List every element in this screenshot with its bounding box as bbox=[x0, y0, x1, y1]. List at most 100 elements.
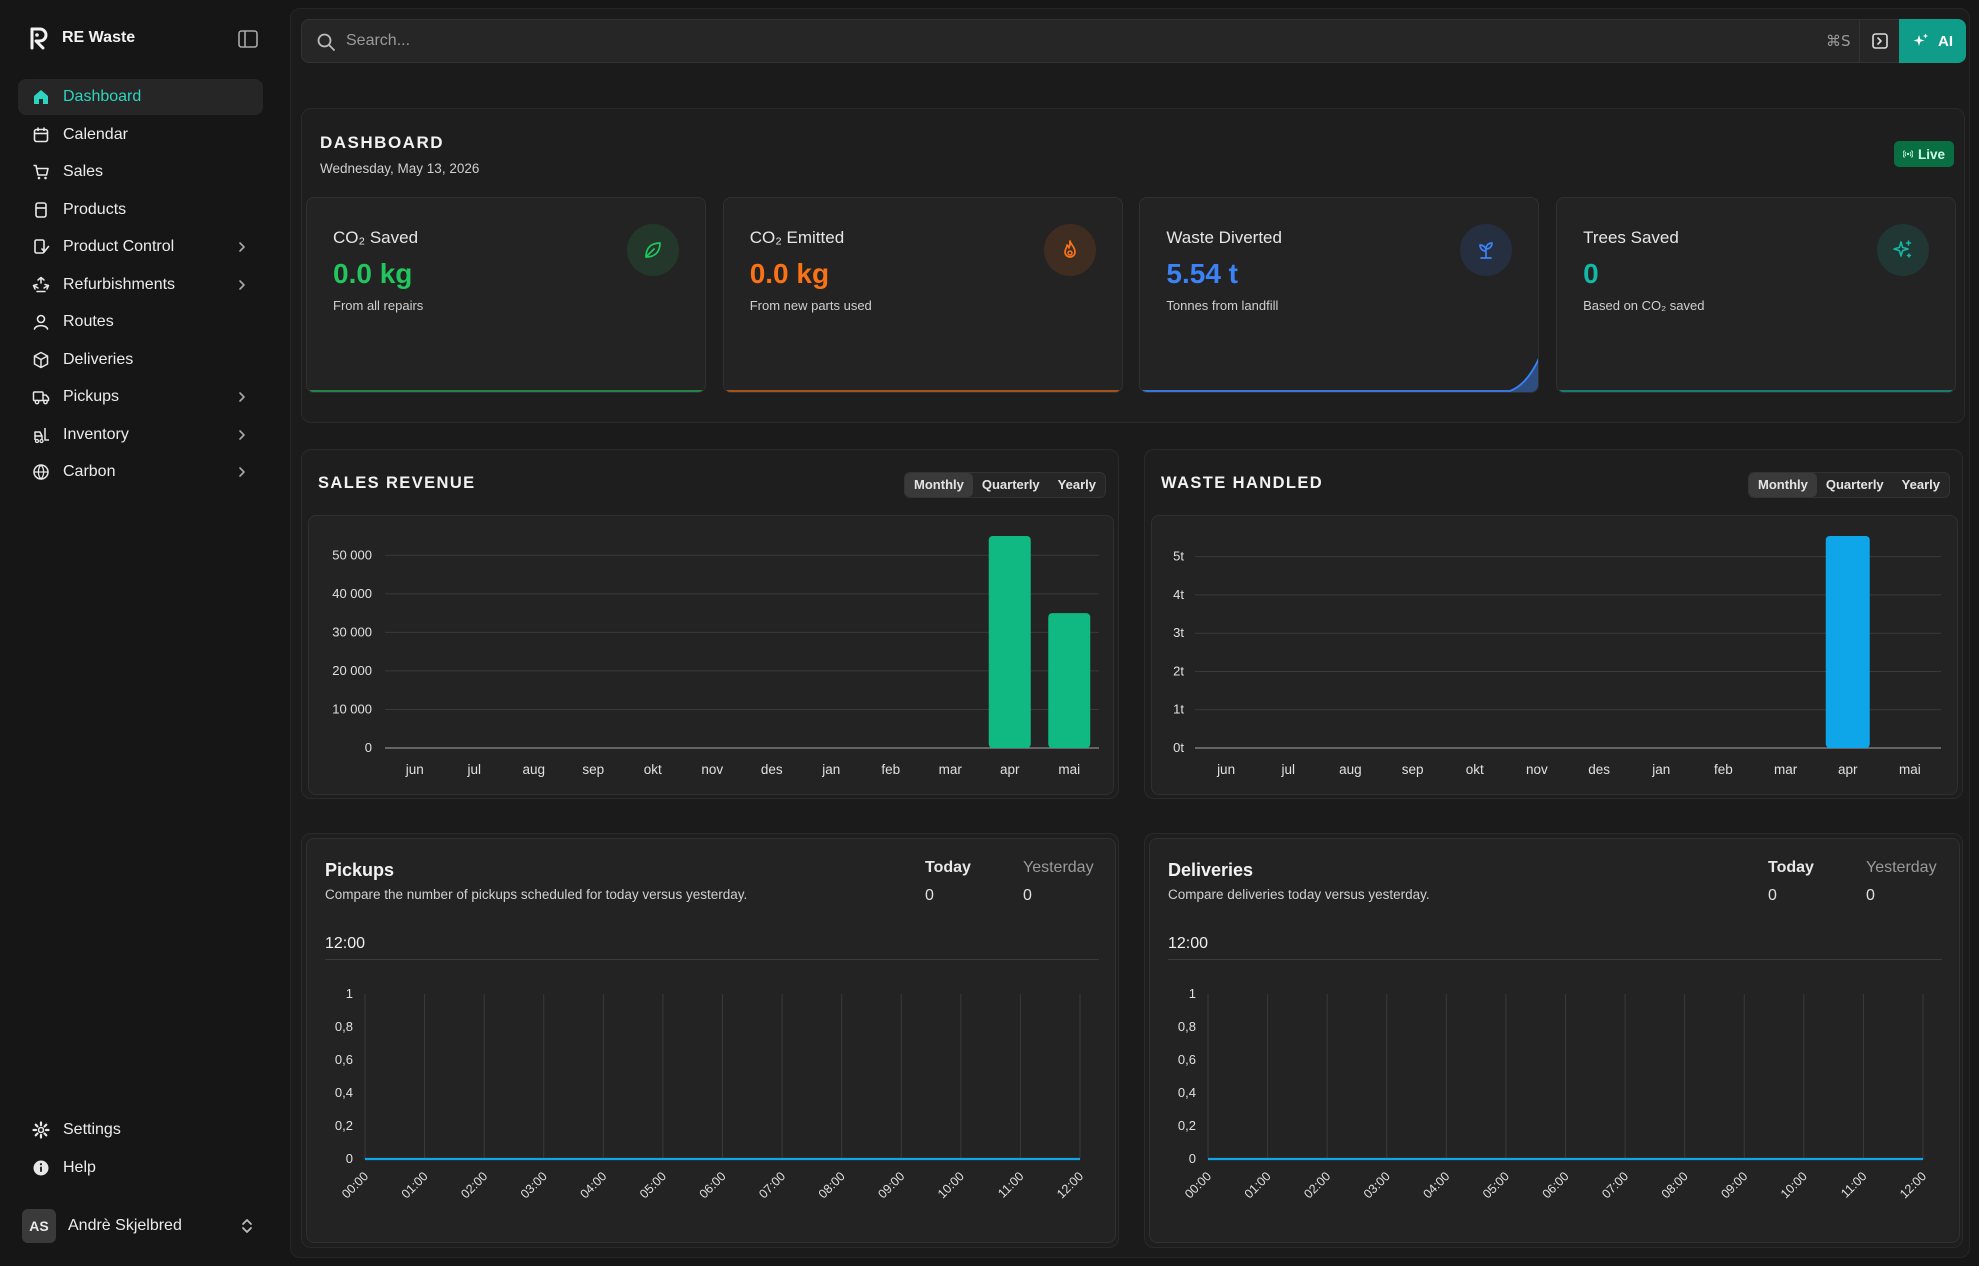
sidebar-item-product-control[interactable]: Product Control bbox=[18, 229, 263, 265]
x-tick-label: 08:00 bbox=[816, 1169, 848, 1201]
period-quarterly-button[interactable]: Quarterly bbox=[981, 477, 1040, 492]
x-tick-label: 09:00 bbox=[1718, 1169, 1750, 1201]
live-label: Live bbox=[1917, 146, 1945, 162]
chevron-right-icon bbox=[239, 279, 245, 290]
x-tick-label: feb bbox=[1714, 762, 1733, 777]
x-tick-label: 05:00 bbox=[637, 1169, 669, 1201]
x-tick-label: apr bbox=[1838, 762, 1858, 777]
x-tick-label: 10:00 bbox=[935, 1169, 967, 1201]
page-title: DASHBOARD bbox=[320, 133, 444, 152]
stat-label: Trees Saved bbox=[1583, 228, 1679, 247]
sidebar-item-calendar[interactable]: Calendar bbox=[18, 117, 263, 153]
dashboard-section: DASHBOARD Wednesday, May 13, 2026 Live C… bbox=[301, 108, 1965, 423]
deliveries-today: Today 0 bbox=[1768, 859, 1814, 905]
yesterday-label: Yesterday bbox=[1023, 859, 1094, 876]
y-tick-label: 3t bbox=[1173, 625, 1184, 640]
sidebar-item-help[interactable]: Help bbox=[18, 1150, 263, 1186]
sidebar-item-pickups[interactable]: Pickups bbox=[18, 379, 263, 415]
sidebar-item-routes[interactable]: Routes bbox=[18, 304, 263, 340]
x-tick-label: 07:00 bbox=[756, 1169, 788, 1201]
stat-subtitle: From new parts used bbox=[749, 298, 872, 313]
y-tick-label: 0 bbox=[365, 740, 372, 755]
y-tick-label: 4t bbox=[1173, 587, 1184, 602]
user-name: Andrè Skjelbred bbox=[68, 1217, 182, 1234]
pickups-title: Pickups bbox=[325, 860, 395, 880]
today-value: 0 bbox=[925, 887, 934, 904]
sidebar-item-dashboard[interactable]: Dashboard bbox=[18, 79, 263, 115]
stat-value: 5.54 t bbox=[1166, 258, 1238, 289]
leaf-icon bbox=[627, 224, 679, 276]
y-tick-label: 30 000 bbox=[332, 624, 372, 639]
period-quarterly-button[interactable]: Quarterly bbox=[1825, 477, 1884, 492]
chevrons-up-down-icon bbox=[242, 1219, 252, 1233]
stat-label: CO₂ Saved bbox=[333, 228, 419, 247]
stat-subtitle: Tonnes from landfill bbox=[1166, 298, 1279, 313]
sidebar-item-refurbishments[interactable]: Refurbishments bbox=[18, 267, 263, 303]
pickups-yesterday: Yesterday 0 bbox=[1023, 859, 1094, 905]
x-tick-label: 10:00 bbox=[1778, 1169, 1810, 1201]
sidebar-item-products[interactable]: Products bbox=[18, 192, 263, 228]
stat-sparkline bbox=[1140, 358, 1539, 392]
search-icon bbox=[317, 33, 335, 51]
sidebar-item-carbon[interactable]: Carbon bbox=[18, 454, 263, 490]
x-tick-label: mai bbox=[1899, 762, 1921, 777]
deliveries-panel: Deliveries Compare deliveries today vers… bbox=[1149, 838, 1960, 1243]
y-tick-label: 1t bbox=[1173, 702, 1184, 717]
stat-subtitle: From all repairs bbox=[333, 298, 424, 313]
sales-revenue-svg: 0 10 000 20 000 30 000 40 000 50 000 jun jul aug… bbox=[332, 536, 1099, 777]
period-yearly-button[interactable]: Yearly bbox=[1901, 477, 1940, 492]
x-tick-label: 04:00 bbox=[1420, 1169, 1452, 1201]
stat-sparkline bbox=[1557, 390, 1956, 392]
terminal-button[interactable] bbox=[1859, 20, 1899, 62]
x-tick-label: 08:00 bbox=[1659, 1169, 1691, 1201]
period-monthly-button[interactable]: Monthly bbox=[1749, 473, 1817, 497]
divider bbox=[1168, 959, 1942, 960]
stat-value: 0.0 kg bbox=[333, 258, 413, 289]
x-tick-label: 03:00 bbox=[518, 1169, 550, 1201]
period-monthly-button[interactable]: Monthly bbox=[905, 473, 973, 497]
waste-handled-title: WASTE HANDLED bbox=[1161, 474, 1324, 492]
user-menu[interactable]: AS Andrè Skjelbred bbox=[22, 1208, 254, 1244]
sidebar-item-settings[interactable]: Settings bbox=[18, 1112, 263, 1148]
sales-revenue-card: SALES REVENUE Monthly Quarterly Yearly 0 10… bbox=[301, 449, 1119, 799]
sidebar-item-inventory[interactable]: Inventory bbox=[18, 417, 263, 453]
time-label: 12:00 bbox=[325, 935, 366, 952]
y-tick-label: 0,8 bbox=[335, 1019, 353, 1034]
stat-card-co-emitted: CO₂ Emitted 0.0 kg From new parts used bbox=[722, 197, 1123, 393]
globe-icon bbox=[33, 464, 49, 480]
x-tick-label: 07:00 bbox=[1599, 1169, 1631, 1201]
chevron-right-icon bbox=[239, 467, 245, 477]
sidebar-item-label: Calendar bbox=[63, 125, 128, 143]
y-tick-label: 40 000 bbox=[332, 586, 372, 601]
search-input[interactable] bbox=[346, 28, 1646, 54]
y-tick-label: 0,2 bbox=[1178, 1118, 1196, 1133]
main-content: ⌘S AI DASHBOARD Wednesday, May 13, 2026 bbox=[290, 8, 1970, 1258]
period-yearly-button[interactable]: Yearly bbox=[1057, 477, 1096, 492]
recycle-icon bbox=[32, 276, 50, 292]
sidebar-item-sales[interactable]: Sales bbox=[18, 154, 263, 190]
ai-button[interactable]: AI bbox=[1899, 19, 1966, 63]
x-tick-label: nov bbox=[701, 762, 723, 777]
x-tick-label: mai bbox=[1058, 762, 1080, 777]
waste-period-toggle: Monthly Quarterly Yearly bbox=[1748, 472, 1950, 498]
y-tick-label: 1 bbox=[346, 986, 353, 1001]
x-tick-label: aug bbox=[522, 762, 545, 777]
waste-handled-chart: 0t 1t 2t 3t 4t 5t jun jul aug sep okt nov des jan feb m… bbox=[1151, 515, 1958, 795]
stat-card-waste-diverted: Waste Diverted 5.54 t Tonnes from landfill bbox=[1139, 197, 1540, 393]
pickups-description: Compare the number of pickups scheduled … bbox=[325, 887, 748, 902]
waste-handled-svg: 0t 1t 2t 3t 4t 5t jun jul aug sep okt nov des jan feb m… bbox=[1173, 536, 1941, 777]
x-tick-label: 02:00 bbox=[458, 1169, 490, 1201]
sidebar: RE Waste Dashboard Calendar Sales Products P… bbox=[0, 0, 282, 1266]
flame-icon bbox=[1043, 224, 1096, 276]
x-tick-label: jun bbox=[1216, 762, 1235, 777]
sidebar-item-label: Settings bbox=[63, 1121, 121, 1138]
x-tick-label: apr bbox=[1000, 762, 1020, 777]
sidebar-item-label: Deliveries bbox=[63, 350, 134, 368]
y-tick-label: 0 bbox=[346, 1151, 353, 1166]
x-tick-label: 00:00 bbox=[339, 1169, 371, 1201]
sidebar-item-deliveries[interactable]: Deliveries bbox=[18, 342, 263, 378]
sidebar-toggle-icon[interactable] bbox=[237, 29, 259, 49]
x-tick-label: feb bbox=[881, 762, 900, 777]
stat-card-co-saved: CO₂ Saved 0.0 kg From all repairs bbox=[306, 197, 706, 393]
brand[interactable]: RE Waste bbox=[28, 26, 135, 50]
